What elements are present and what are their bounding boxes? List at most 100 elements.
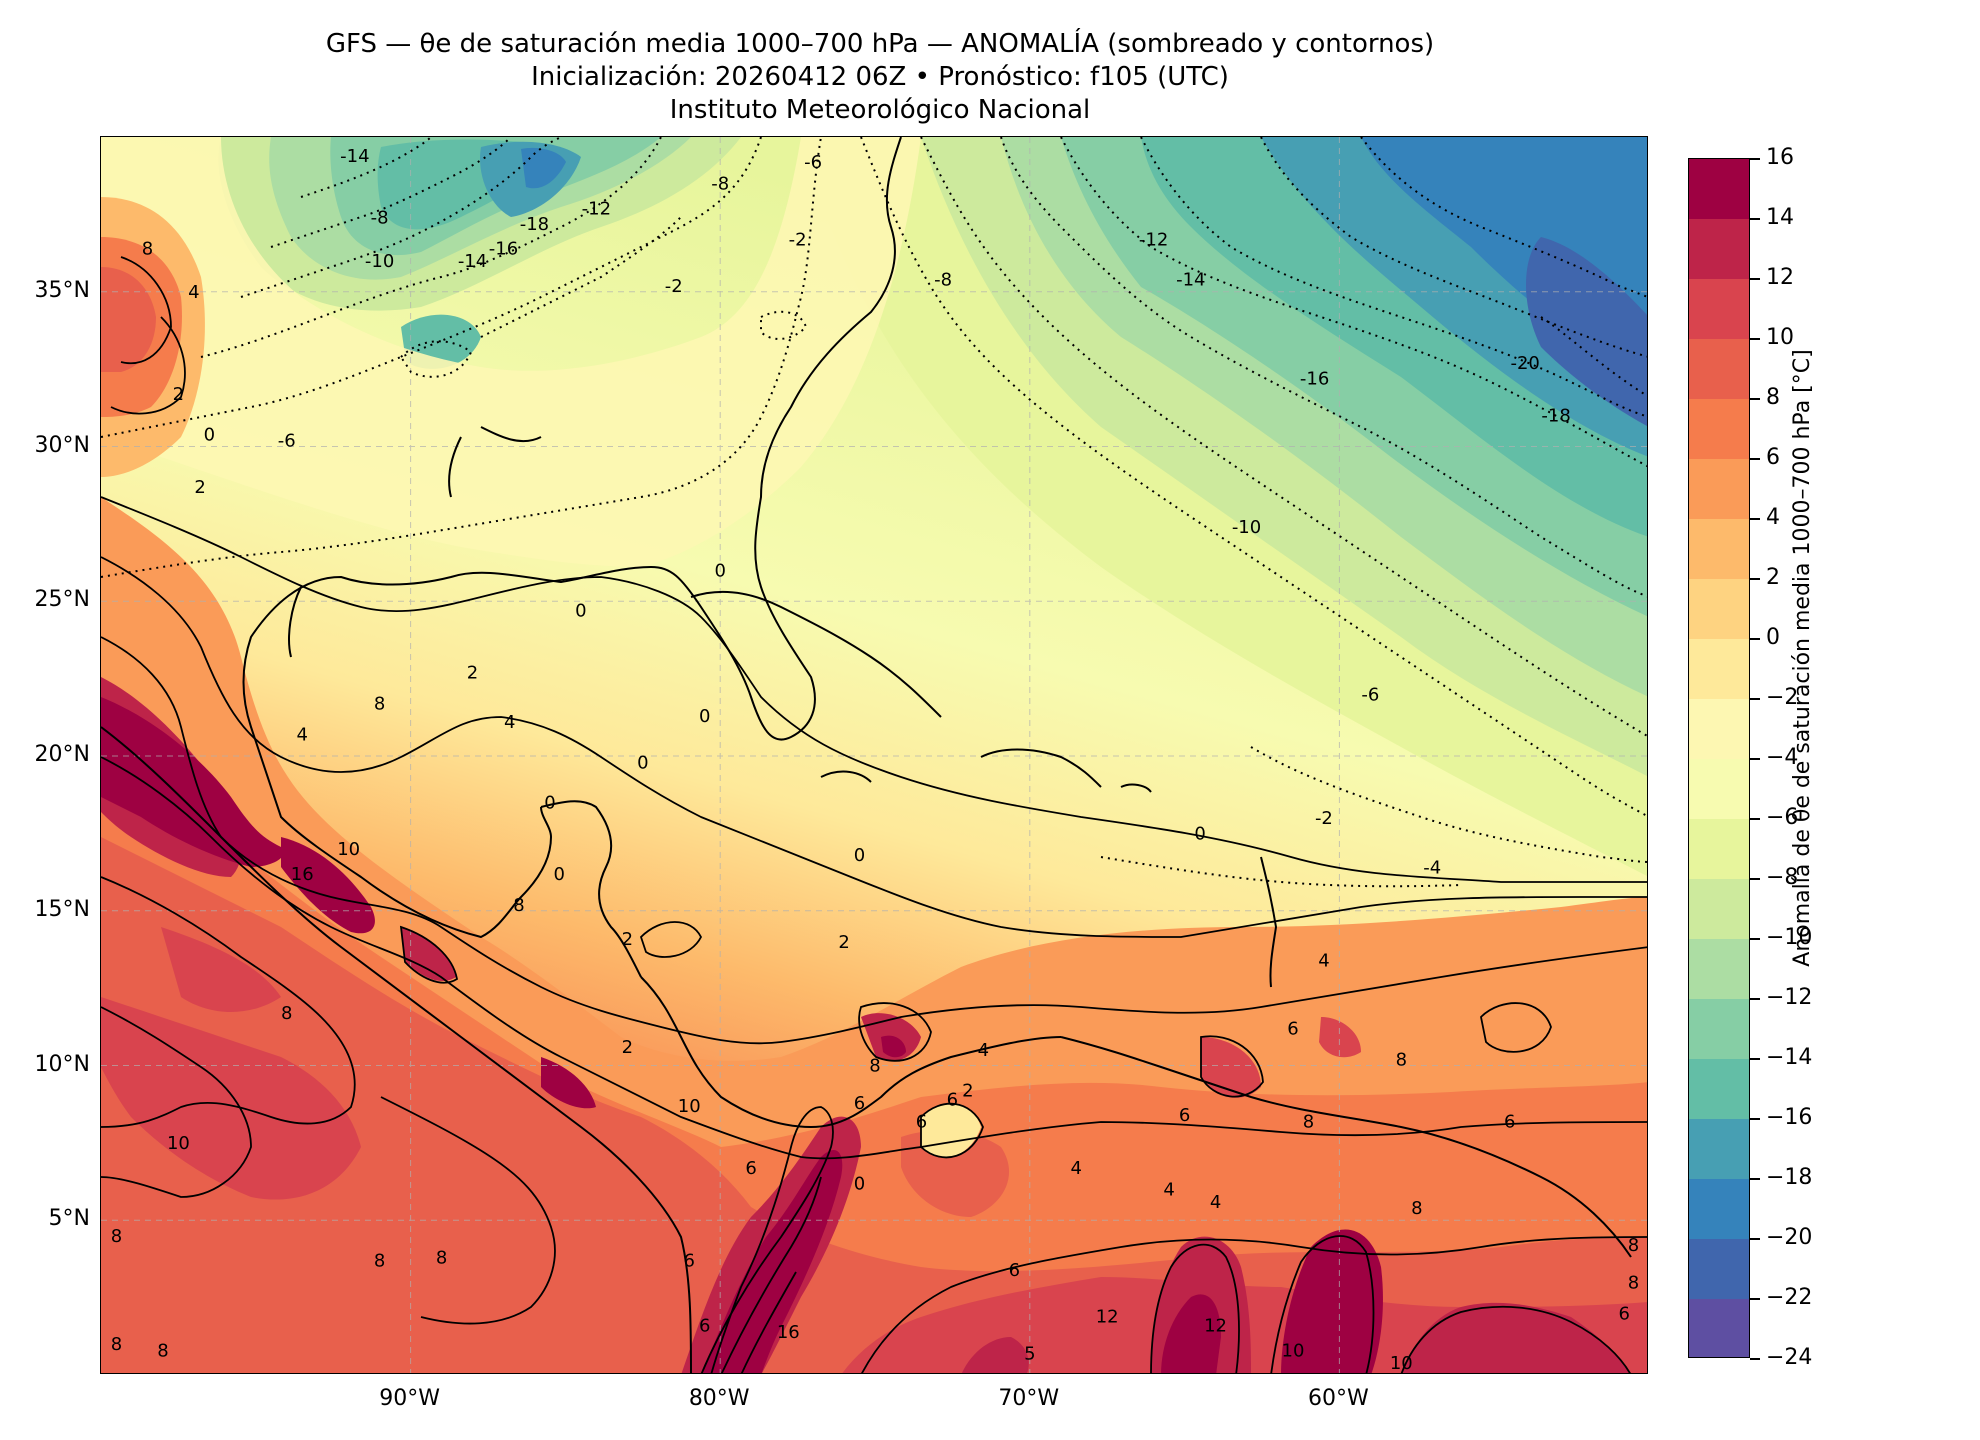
contour-2	[101, 556, 1647, 938]
lat-tick-label: 30°N	[34, 432, 90, 458]
contour-label: 8	[869, 1056, 880, 1077]
contour-label: -18	[520, 214, 549, 235]
contour-neg12-east	[1060, 137, 1647, 468]
colorbar-tick-label: 16	[1766, 145, 1794, 170]
colorbar-segment	[1689, 699, 1749, 760]
colorbar-tick-label: 0	[1766, 625, 1780, 650]
lat-tick-label: 10°N	[34, 1051, 90, 1077]
contour-label: 8	[1396, 1050, 1407, 1071]
contour-label: -12	[582, 198, 611, 219]
contour-label: 0	[699, 706, 710, 727]
colorbar-tick	[1750, 1358, 1760, 1360]
contour-label: -8	[711, 174, 729, 195]
contour-label: 8	[111, 1334, 122, 1355]
contour-label: 0	[714, 560, 725, 581]
colorbar	[1688, 158, 1750, 1358]
contour-label: 10	[1390, 1353, 1413, 1374]
colorbar-segment	[1689, 159, 1749, 220]
contour-label: -8	[934, 270, 952, 291]
colorbar-tick	[1750, 818, 1760, 820]
contour-label: 12	[1096, 1306, 1119, 1327]
contour-label: 4	[297, 725, 308, 746]
colorbar-segment	[1689, 279, 1749, 340]
title-line-2: Inicialización: 20260412 06Z • Pronóstic…	[531, 62, 1229, 92]
coastline-hispaniola	[980, 748, 1102, 788]
contour-label: 8	[374, 1251, 385, 1272]
colorbar-title: Anomalía de θe de saturación media 1000–…	[1790, 349, 1815, 967]
colorbar-tick-label: −2	[1766, 685, 1799, 710]
title-block: GFS — θe de saturación media 1000–700 hP…	[0, 28, 1760, 127]
colorbar-tick	[1750, 458, 1760, 460]
contour-nw-2	[110, 316, 186, 415]
contour-label: 0	[854, 845, 865, 866]
contour-andes-2	[720, 1176, 822, 1373]
contour-andes-ring	[920, 1102, 984, 1159]
contour-label: -16	[489, 239, 518, 260]
contour-label: 4	[1163, 1179, 1174, 1200]
lat-tick-label: 20°N	[34, 742, 90, 767]
contour-label: 6	[947, 1090, 958, 1111]
colorbar-segment	[1689, 939, 1749, 1000]
contour-6	[101, 756, 1647, 1160]
contour-label: -8	[371, 208, 389, 229]
contour-label: 2	[622, 929, 633, 950]
contour-label: 6	[1009, 1260, 1020, 1281]
contour-label: -10	[1232, 517, 1261, 538]
contour-label: 16	[291, 864, 314, 885]
colorbar-tick	[1750, 998, 1760, 1000]
colorbar-tick-label: −20	[1766, 1225, 1813, 1250]
lon-tick-label: 60°W	[1308, 1386, 1369, 1411]
contour-label: 6	[745, 1158, 756, 1179]
contour-label: 0	[575, 601, 586, 622]
colorbar-tick-label: −18	[1766, 1165, 1813, 1190]
contour-label: 8	[374, 694, 385, 715]
coastline-south-america	[1060, 1036, 1632, 1258]
contour-amazon	[1400, 1305, 1631, 1373]
lon-tick-label: 90°W	[379, 1386, 440, 1411]
colorbar-tick	[1750, 398, 1760, 400]
contour-label: 8	[281, 1003, 292, 1024]
colorbar-tick	[1750, 938, 1760, 940]
contour-4	[101, 636, 1647, 1045]
map-panel: -14 -8 -10 -14 -16 -18 -12 -8 -6 -2 -2 -8 -12 -14 -16-…	[100, 136, 1648, 1374]
colorbar-segment	[1689, 519, 1749, 580]
colorbar-tick-label: 4	[1766, 505, 1780, 530]
colorbar-tick	[1750, 1058, 1760, 1060]
contour-neg12-central	[480, 216, 682, 338]
contour-label: -16	[1300, 369, 1329, 390]
colorbar-segment	[1689, 639, 1749, 700]
contour-label: -20	[1510, 353, 1539, 374]
colorbar-segment	[1689, 219, 1749, 280]
coastline-central-america	[640, 976, 1062, 1129]
contour-honduras-ring	[639, 921, 703, 958]
contour-label: 6	[854, 1093, 865, 1114]
contour-label: -18	[1541, 406, 1570, 427]
contour-0	[101, 496, 1647, 883]
contour-10-west	[101, 1006, 252, 1198]
colorbar-segment	[1689, 459, 1749, 520]
lat-tick-label: 15°N	[34, 896, 90, 922]
contour-neg18-east	[1360, 137, 1647, 298]
colorbar-tick	[1750, 1118, 1760, 1120]
contour-label: 0	[1194, 824, 1205, 845]
colorbar-tick	[1750, 158, 1760, 160]
colorbar-tick-label: 10	[1766, 325, 1794, 350]
colorbar-tick-label: 6	[1766, 445, 1780, 470]
contour-label: 10	[167, 1133, 190, 1154]
contour-label: 2	[962, 1080, 973, 1101]
colorbar-tick-label: 8	[1766, 385, 1780, 410]
contour-neg8-west	[240, 137, 562, 298]
colorbar-tick	[1750, 1238, 1760, 1240]
contour-neg4-east	[1250, 746, 1647, 863]
colorbar-tick	[1750, 1178, 1760, 1180]
colorbar-tick-label: −8	[1766, 865, 1799, 890]
colorbar-tick-label: 12	[1766, 265, 1794, 290]
colorbar-tick-label: 14	[1766, 205, 1794, 230]
contour-nw-4	[120, 256, 172, 365]
contour-label: 4	[978, 1040, 989, 1061]
contour-label: 6	[1179, 1105, 1190, 1126]
colorbar-segment	[1689, 1119, 1749, 1180]
contour-neg4-west	[101, 137, 762, 438]
gridlines	[101, 137, 1647, 1373]
coastline-lesser-antilles	[1260, 856, 1278, 988]
